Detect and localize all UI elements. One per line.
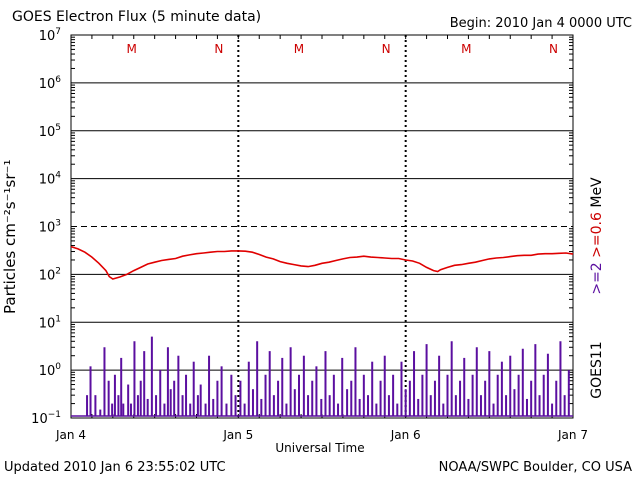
midnight-marker: M — [126, 42, 136, 56]
chart-title: GOES Electron Flux (5 minute data) — [12, 9, 262, 25]
energy-low-label: >=0.6 — [589, 212, 605, 258]
x-axis-label: Universal Time — [275, 441, 365, 455]
satellite-label: GOES11 — [589, 340, 605, 400]
energy-high-label: >=2 — [589, 262, 605, 295]
x-tick-label: Jan 7 — [557, 428, 588, 442]
y-tick-label: 100 — [39, 362, 62, 379]
y-tick-label: 104 — [39, 171, 62, 188]
y-tick-label: 107 — [39, 27, 61, 44]
noon-marker: N — [382, 42, 391, 56]
energy-unit-label: MeV — [589, 177, 605, 208]
y-tick-label: 103 — [39, 219, 61, 236]
y-axis-label-text: Particles cm⁻²s⁻¹sr⁻¹ — [1, 159, 19, 314]
x-tick-label: Jan 5 — [222, 428, 253, 442]
satellite-label-text: GOES11 — [589, 341, 605, 399]
credit-label: NOAA/SWPC Boulder, CO USA — [438, 460, 632, 475]
midnight-marker: M — [294, 42, 304, 56]
x-tick-label: Jan 4 — [55, 428, 86, 442]
y-tick-label: 105 — [39, 123, 61, 140]
begin-time-label: Begin: 2010 Jan 4 0000 UTC — [449, 16, 632, 31]
y-tick-label: 102 — [39, 266, 61, 283]
y-axis-label: Particles cm⁻²s⁻¹sr⁻¹ — [1, 160, 19, 314]
midnight-marker: M — [461, 42, 471, 56]
flux-line-0p6mev — [70, 245, 574, 280]
x-tick-label: Jan 6 — [390, 428, 421, 442]
updated-timestamp: Updated 2010 Jan 6 23:55:02 UTC — [4, 460, 226, 475]
y-tick-label: 101 — [39, 314, 61, 331]
noon-marker: N — [549, 42, 558, 56]
y-tick-label: 106 — [39, 75, 62, 92]
energy-label: >=2 >=0.6 MeV — [589, 151, 605, 321]
noon-marker: N — [214, 42, 223, 56]
y-tick-label: 10−1 — [31, 410, 61, 427]
